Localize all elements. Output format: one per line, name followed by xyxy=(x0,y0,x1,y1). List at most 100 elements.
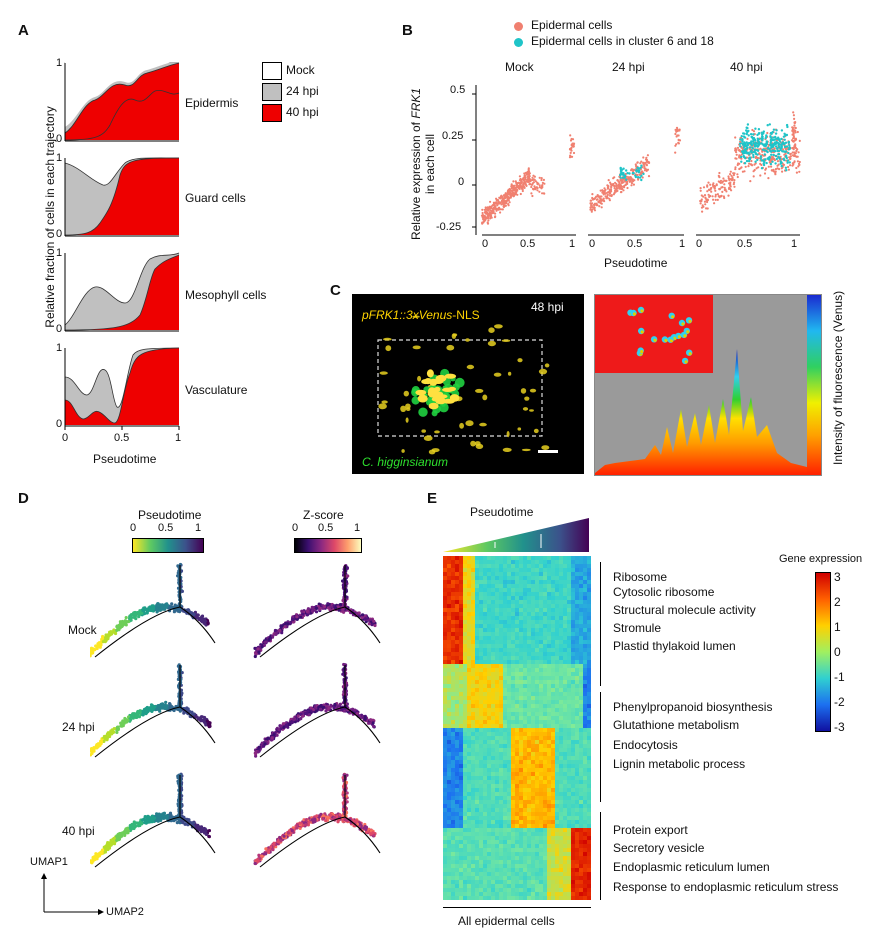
scatter-point xyxy=(734,168,737,171)
scatter-point xyxy=(502,205,505,208)
scatter-point xyxy=(709,194,712,198)
heatmap-cell xyxy=(479,556,484,561)
umap-point xyxy=(267,638,271,642)
scatter-point xyxy=(610,185,613,188)
umap-point xyxy=(160,603,164,607)
heatmap-cell xyxy=(583,564,588,569)
umap-point xyxy=(317,602,321,606)
scatter-point xyxy=(514,186,517,189)
c-nucleus xyxy=(378,403,387,410)
heatmap-cell xyxy=(443,600,448,605)
scatter-point xyxy=(774,145,778,148)
scatter-point xyxy=(520,187,523,190)
heatmap-cell xyxy=(503,568,508,573)
scatter-point xyxy=(714,198,717,201)
scatter-point xyxy=(508,190,511,193)
heatmap-cell xyxy=(547,556,552,561)
heatmap-cell xyxy=(567,564,572,569)
heatmap-cell xyxy=(539,596,544,601)
scatter-point xyxy=(508,187,511,191)
area-chart-mesophyll-cells xyxy=(64,252,180,332)
a-legend-swatch-24hpi xyxy=(262,83,282,101)
heatmap-cell xyxy=(459,596,464,601)
umap-point xyxy=(256,750,260,754)
heatmap-cell xyxy=(583,568,588,573)
heatmap-cell xyxy=(583,588,588,593)
b-xtick-m1: 1 xyxy=(569,238,576,250)
scatter-point xyxy=(519,192,522,196)
c-inset-dot-core xyxy=(677,335,681,339)
heatmap-cell xyxy=(563,564,568,569)
umap-point xyxy=(305,609,309,613)
heatmap-cell xyxy=(551,560,556,565)
umap-point xyxy=(372,724,376,728)
heatmap-cell xyxy=(587,576,591,581)
scatter-point xyxy=(677,142,680,145)
c-nucleus-bright xyxy=(429,378,438,386)
heatmap-cell xyxy=(483,592,488,597)
scatter-point xyxy=(602,197,605,200)
c-nucleus-bright xyxy=(426,369,434,378)
scatter-point xyxy=(593,197,596,200)
umap-point xyxy=(118,620,122,624)
scatter-point xyxy=(798,139,801,142)
c-nucleus xyxy=(544,363,550,368)
umap-point xyxy=(323,604,327,609)
heatmap-cell xyxy=(455,588,460,593)
heatmap-cell xyxy=(535,596,540,601)
scatter-point xyxy=(610,194,613,198)
heatmap-cell xyxy=(467,596,472,601)
umap-point xyxy=(256,647,260,651)
heatmap-cell xyxy=(471,568,476,573)
heatmap-cell xyxy=(447,592,452,597)
scatter-point xyxy=(724,188,727,191)
scatter-point xyxy=(770,138,773,141)
umap-point xyxy=(312,818,316,822)
heatmap-cell xyxy=(571,560,576,565)
heatmap-cell xyxy=(563,572,568,577)
scatter-point xyxy=(593,207,596,210)
heatmap-cell xyxy=(463,564,468,569)
scatter-point xyxy=(490,210,493,213)
scatter-point xyxy=(795,166,798,170)
c-nucleus xyxy=(529,388,537,393)
heatmap-cell xyxy=(583,572,588,577)
scatter-point xyxy=(762,130,765,133)
c-construct-italic: pFRK1::3xVenus xyxy=(362,308,453,322)
scatter-point xyxy=(775,147,779,150)
scatter-point xyxy=(749,133,753,136)
umap-point xyxy=(263,640,268,644)
heatmap-cell xyxy=(491,600,496,605)
umap-point xyxy=(263,742,267,746)
heatmap-cell xyxy=(571,572,576,577)
scatter-point xyxy=(761,138,764,142)
umap-point xyxy=(134,612,138,616)
heatmap-cell xyxy=(451,568,456,573)
scatter-point xyxy=(524,183,527,186)
heatmap-cell xyxy=(503,588,508,593)
scatter-point xyxy=(766,157,769,160)
heatmap-cell xyxy=(479,600,484,605)
umap-point xyxy=(144,709,148,713)
heatmap-cell xyxy=(575,556,580,561)
heatmap-cell xyxy=(579,592,584,597)
heatmap-cell xyxy=(547,600,552,605)
heatmap-cell xyxy=(519,568,524,573)
heatmap-cell xyxy=(567,580,572,585)
scatter-point xyxy=(763,149,766,152)
scatter-point xyxy=(484,206,487,209)
scatter-point xyxy=(759,155,763,158)
umap-point xyxy=(257,650,261,654)
scatter-point xyxy=(792,114,795,117)
scatter-point xyxy=(633,168,636,171)
umap-point xyxy=(93,857,97,862)
scatter-point xyxy=(769,162,773,166)
heatmap-cell xyxy=(447,588,452,593)
scatter-point xyxy=(699,187,702,190)
heatmap-cell xyxy=(467,588,472,593)
scatter-point xyxy=(617,184,620,187)
scatter-point xyxy=(731,176,734,179)
heatmap-cell xyxy=(527,572,532,577)
heatmap-cell xyxy=(495,584,500,589)
heatmap-cell xyxy=(555,576,560,581)
